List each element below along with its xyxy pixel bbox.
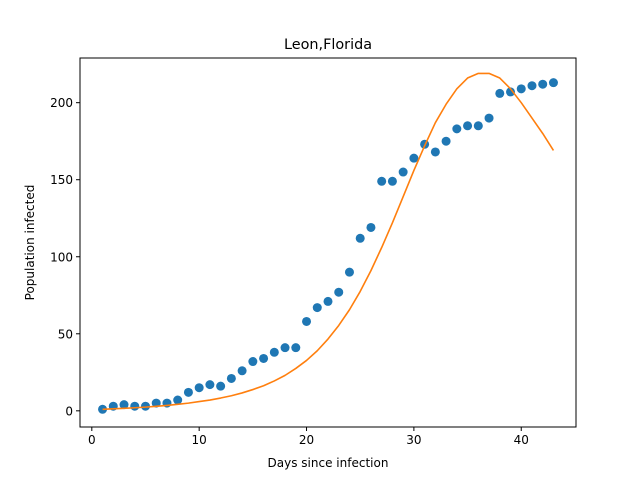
data-point — [441, 136, 451, 146]
data-point — [334, 287, 344, 297]
data-point — [355, 233, 365, 243]
data-point — [312, 303, 322, 313]
chart-title: Leon,Florida — [284, 37, 372, 53]
data-point — [119, 400, 129, 410]
data-point — [194, 383, 204, 393]
data-point — [237, 366, 247, 376]
data-point — [269, 347, 279, 357]
x-tick-label: 0 — [88, 433, 96, 447]
x-tick-label: 40 — [514, 433, 529, 447]
data-point — [398, 167, 408, 177]
y-axis: 0 50 100 150 200 — [50, 96, 80, 418]
data-point — [452, 124, 462, 134]
axes-frame — [79, 57, 577, 428]
data-point — [473, 121, 483, 131]
data-point — [291, 343, 301, 353]
data-point — [205, 380, 215, 390]
data-point — [548, 78, 558, 88]
data-point — [323, 296, 333, 306]
data-point — [216, 381, 226, 391]
x-tick-label: 20 — [299, 433, 314, 447]
data-point — [302, 316, 312, 326]
data-point — [248, 357, 258, 367]
x-axis-label: Days since infection — [268, 456, 389, 470]
data-point — [280, 343, 290, 353]
data-point — [409, 153, 419, 163]
x-tick-label: 30 — [406, 433, 421, 447]
data-point — [140, 401, 150, 411]
x-axis: 0 10 20 30 40 — [88, 427, 529, 447]
data-point — [495, 88, 505, 98]
data-point — [130, 401, 140, 411]
data-point — [344, 267, 354, 277]
data-point — [173, 395, 183, 405]
data-point — [463, 121, 473, 131]
data-point — [484, 113, 494, 123]
data-point — [259, 353, 269, 363]
data-point — [183, 387, 193, 397]
data-point — [366, 222, 376, 232]
plot-area — [98, 72, 558, 414]
y-tick-label: 100 — [50, 250, 73, 264]
data-point — [226, 373, 236, 383]
y-tick-label: 200 — [50, 96, 73, 110]
data-point — [430, 147, 440, 157]
data-point — [387, 176, 397, 186]
data-point — [98, 404, 108, 414]
y-tick-label: 50 — [58, 327, 73, 341]
y-tick-label: 150 — [50, 173, 73, 187]
data-point — [377, 176, 387, 186]
y-axis-label: Population infected — [23, 185, 37, 301]
data-point — [538, 79, 548, 89]
data-point — [516, 84, 526, 94]
x-tick-label: 10 — [192, 433, 207, 447]
y-tick-label: 0 — [65, 404, 73, 418]
fit-line — [102, 72, 555, 411]
data-point — [506, 87, 516, 97]
data-point — [527, 81, 537, 91]
